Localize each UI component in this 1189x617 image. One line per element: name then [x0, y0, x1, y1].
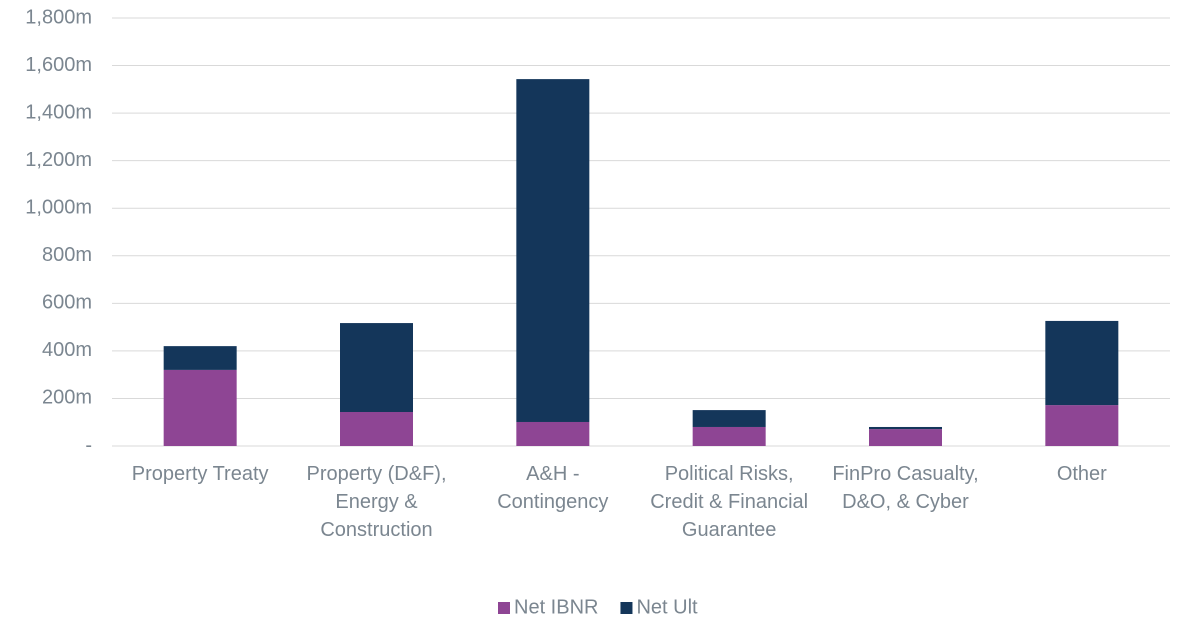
y-tick-label: 1,000m — [25, 197, 92, 219]
y-tick-label: 200m — [42, 387, 92, 409]
y-tick-label: 400m — [42, 339, 92, 361]
y-tick-label: 1,400m — [25, 101, 92, 123]
bar-segment — [869, 426, 942, 430]
bar-segment — [163, 369, 237, 446]
x-tick-label: FinPro Casualty, D&O, & Cyber — [832, 463, 979, 513]
legend-swatch — [620, 602, 633, 614]
bar-segment — [516, 79, 590, 422]
x-tick-label: A&H - Contingency — [497, 463, 609, 513]
bar-segment — [692, 410, 766, 427]
bar-segment — [692, 426, 766, 446]
y-tick-label: - — [85, 434, 92, 456]
x-tick-label: Political Risks, Credit & Financial Guar… — [650, 463, 809, 541]
bar-segment — [1045, 405, 1119, 446]
x-tick-label: Property Treaty — [131, 463, 269, 485]
bar-segment — [340, 323, 413, 412]
y-tick-label: 1,200m — [25, 149, 92, 171]
bar-segment — [516, 421, 590, 446]
x-tick-label: Property (D&F), Energy & Construction — [306, 463, 447, 541]
bar-segment — [163, 346, 237, 370]
y-tick-label: 1,800m — [25, 6, 92, 28]
bar-segment — [340, 411, 413, 446]
legend-label: Net IBNR — [514, 596, 598, 617]
legend-swatch — [498, 602, 510, 614]
y-tick-label: 600m — [42, 292, 92, 314]
bar-segment — [1045, 320, 1119, 406]
y-tick-label: 1,600m — [25, 54, 92, 76]
x-tick-label: Other — [1056, 463, 1107, 485]
legend-label: Net Ult — [636, 596, 698, 617]
bar-segment — [869, 429, 942, 446]
y-tick-label: 800m — [42, 244, 92, 266]
